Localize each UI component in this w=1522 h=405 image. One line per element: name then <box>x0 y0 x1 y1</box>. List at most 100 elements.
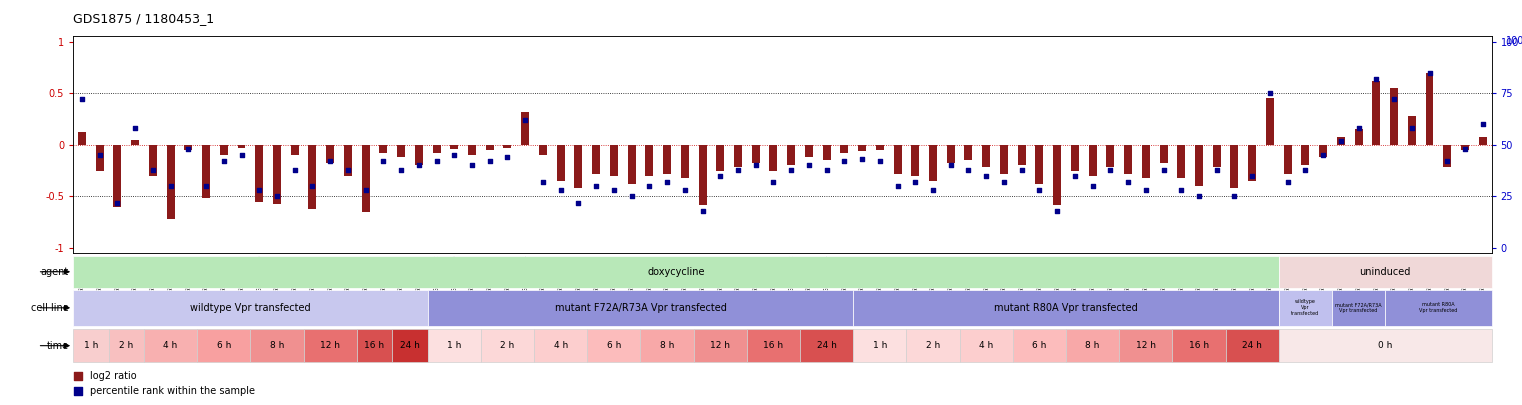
Point <box>1062 173 1087 179</box>
Point <box>1417 69 1441 76</box>
Text: 24 h: 24 h <box>817 341 837 350</box>
Point <box>336 166 361 173</box>
Bar <box>965 145 973 160</box>
Text: 2 h: 2 h <box>501 341 514 350</box>
FancyBboxPatch shape <box>1385 290 1492 326</box>
FancyBboxPatch shape <box>534 329 587 362</box>
Point <box>956 166 980 173</box>
Text: GDS1875 / 1180453_1: GDS1875 / 1180453_1 <box>73 12 215 25</box>
Text: cell line: cell line <box>30 303 68 313</box>
Point <box>1151 166 1175 173</box>
Point <box>531 179 556 185</box>
Point <box>140 166 164 173</box>
Point <box>513 117 537 123</box>
Text: wildtype Vpr transfected: wildtype Vpr transfected <box>190 303 310 313</box>
Bar <box>893 145 901 174</box>
Point <box>230 152 254 158</box>
Point <box>1294 166 1318 173</box>
FancyBboxPatch shape <box>1119 329 1172 362</box>
FancyBboxPatch shape <box>907 329 960 362</box>
Point <box>903 179 927 185</box>
Point <box>761 179 785 185</box>
Bar <box>840 145 848 153</box>
FancyBboxPatch shape <box>747 329 801 362</box>
Bar <box>237 145 245 148</box>
FancyBboxPatch shape <box>801 329 854 362</box>
FancyBboxPatch shape <box>1012 329 1065 362</box>
Point <box>283 166 307 173</box>
FancyBboxPatch shape <box>1278 329 1492 362</box>
Point <box>1187 193 1212 200</box>
Point <box>548 187 572 194</box>
Bar <box>114 145 122 207</box>
Text: 4 h: 4 h <box>163 341 178 350</box>
Text: 12 h: 12 h <box>1135 341 1155 350</box>
Point <box>1310 152 1335 158</box>
FancyBboxPatch shape <box>481 329 534 362</box>
Point <box>1275 179 1300 185</box>
Text: agent: agent <box>41 267 68 277</box>
Point <box>992 179 1017 185</box>
FancyBboxPatch shape <box>73 256 1278 288</box>
FancyBboxPatch shape <box>251 329 303 362</box>
Point <box>974 173 998 179</box>
Text: 4 h: 4 h <box>979 341 994 350</box>
Point <box>123 125 148 132</box>
Bar <box>1230 145 1239 188</box>
Point <box>425 158 449 164</box>
Point <box>691 208 715 214</box>
Bar <box>664 145 671 174</box>
Bar <box>539 145 546 155</box>
Bar <box>574 145 583 188</box>
Text: 1 h: 1 h <box>447 341 461 350</box>
Text: 24 h: 24 h <box>1242 341 1262 350</box>
Point <box>638 183 662 189</box>
Bar <box>1125 145 1132 174</box>
Point <box>87 152 111 158</box>
Point <box>833 158 857 164</box>
Text: 8 h: 8 h <box>269 341 285 350</box>
Point <box>1222 193 1247 200</box>
Bar <box>1106 145 1114 168</box>
Point <box>868 158 892 164</box>
Bar <box>256 145 263 202</box>
Bar <box>379 145 387 153</box>
FancyBboxPatch shape <box>1225 329 1278 362</box>
FancyBboxPatch shape <box>641 329 694 362</box>
FancyBboxPatch shape <box>428 290 854 326</box>
Point <box>814 166 839 173</box>
Point <box>1240 173 1265 179</box>
Point <box>1470 121 1495 128</box>
Bar <box>416 145 423 165</box>
Point <box>1134 187 1158 194</box>
Text: 8 h: 8 h <box>661 341 674 350</box>
Bar <box>1000 145 1008 174</box>
Bar <box>717 145 724 171</box>
Point <box>300 183 324 189</box>
Text: log2 ratio: log2 ratio <box>90 371 137 381</box>
Text: 1 h: 1 h <box>84 341 97 350</box>
Point <box>1400 125 1425 132</box>
Bar <box>947 145 954 163</box>
Bar <box>734 145 741 168</box>
Text: mutant R80A Vpr transfected: mutant R80A Vpr transfected <box>994 303 1138 313</box>
Bar <box>982 145 991 168</box>
FancyBboxPatch shape <box>854 290 1278 326</box>
Bar <box>627 145 636 184</box>
Point <box>1046 208 1070 214</box>
Point <box>849 156 874 162</box>
Text: 24 h: 24 h <box>400 341 420 350</box>
Bar <box>1320 145 1327 157</box>
Bar <box>557 145 565 181</box>
Text: 6 h: 6 h <box>216 341 231 350</box>
Point <box>460 162 484 168</box>
Point <box>1347 125 1371 132</box>
Point <box>744 162 769 168</box>
Bar <box>1283 145 1292 174</box>
FancyBboxPatch shape <box>1172 329 1225 362</box>
FancyBboxPatch shape <box>145 329 198 362</box>
Point <box>441 152 466 158</box>
Point <box>1329 137 1353 144</box>
Text: 6 h: 6 h <box>607 341 621 350</box>
Point <box>318 158 342 164</box>
